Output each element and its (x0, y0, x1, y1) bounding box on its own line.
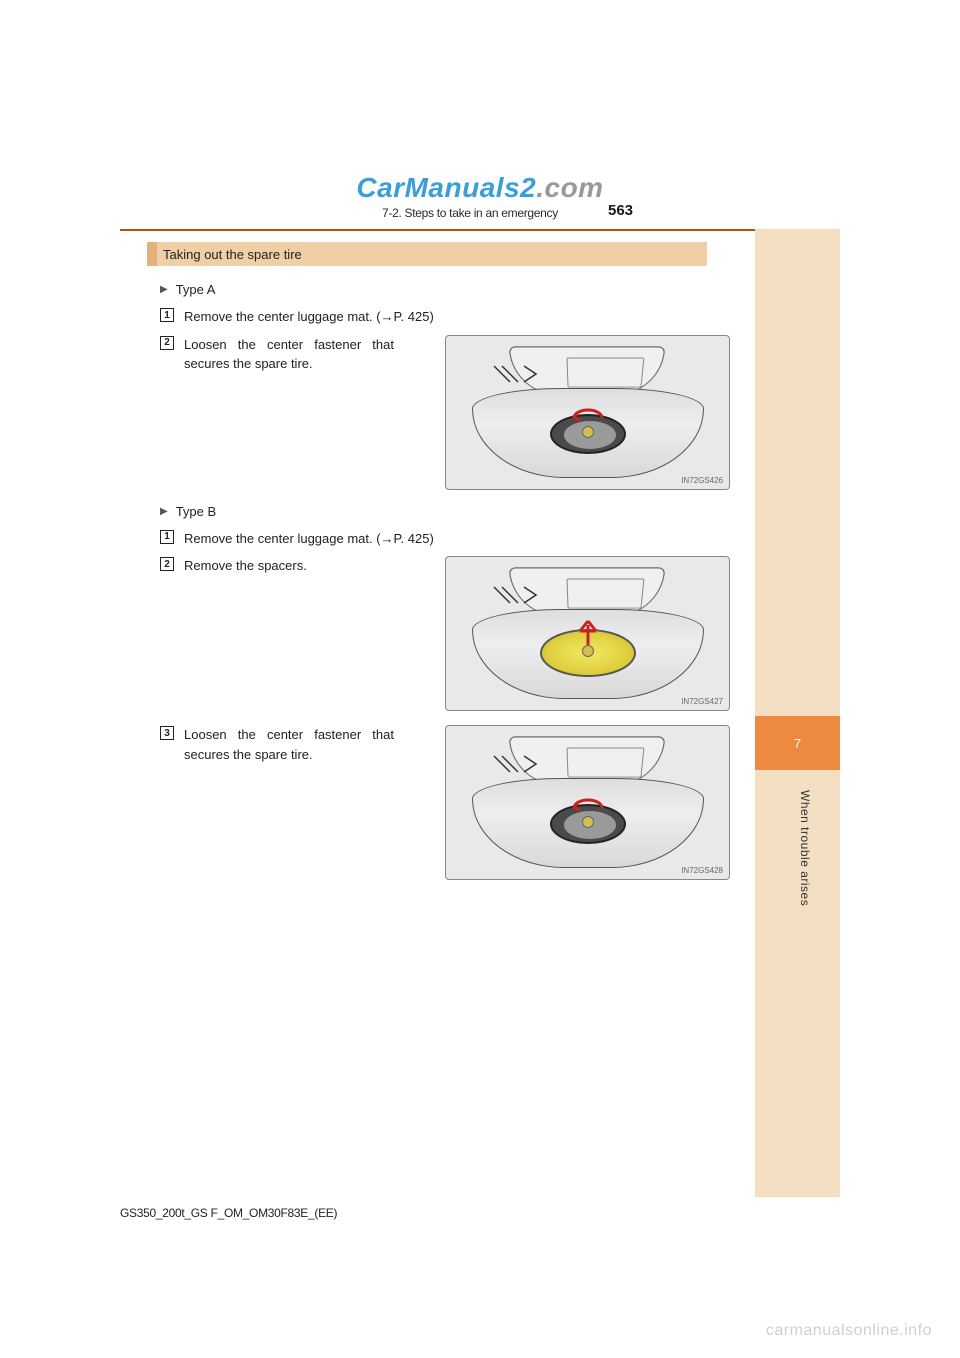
chapter-title-vertical: When trouble arises (798, 790, 812, 906)
step-number-box: 2 (160, 336, 174, 350)
trunk-diagram (472, 567, 704, 702)
step-number-box: 1 (160, 530, 174, 544)
trunk-diagram (472, 736, 704, 871)
loosen-arrow-icon (570, 406, 606, 424)
type-a-step-2: 2 Loosen the center fastener that secure… (160, 335, 427, 482)
breadcrumb: 7-2. Steps to take in an emergency (382, 206, 558, 220)
side-tab-background (755, 229, 840, 1197)
type-b-heading: ▶ Type B (160, 504, 730, 519)
image-code: IN72GS428 (681, 866, 723, 875)
manual-page: CarManuals2.com 7-2. Steps to take in an… (0, 0, 960, 1358)
page-number: 563 (608, 202, 633, 219)
header-rule (120, 229, 755, 231)
footer-document-code: GS350_200t_GS F_OM_OM30F83E_(EE) (120, 1206, 337, 1220)
illustration-type-b-fastener: IN72GS428 (445, 725, 730, 880)
watermark-top: CarManuals2.com (356, 172, 603, 204)
watermark-brand-gray: .com (536, 172, 603, 203)
step-number-box: 3 (160, 726, 174, 740)
watermark-brand-blue: CarManuals2 (356, 172, 536, 203)
type-a-step-2-row: 2 Loosen the center fastener that secure… (160, 335, 730, 490)
step-number-box: 1 (160, 308, 174, 322)
type-a-heading: ▶ Type A (160, 282, 730, 297)
section-heading: Taking out the spare tire (147, 242, 707, 266)
image-code: IN72GS426 (681, 476, 723, 485)
remove-arrow-icon (576, 619, 600, 647)
section-heading-text: Taking out the spare tire (163, 247, 302, 262)
type-b-step-2: 2 Remove the spacers. (160, 556, 427, 703)
step-number-box: 2 (160, 557, 174, 571)
step-text: Loosen the center fastener that secures … (184, 335, 394, 374)
trunk-diagram (472, 346, 704, 481)
content-area: ▶ Type A 1 Remove the center luggage mat… (160, 278, 730, 894)
watermark-bottom: carmanualsonline.info (766, 1322, 932, 1340)
type-b-label: Type B (176, 504, 216, 519)
image-code: IN72GS427 (681, 697, 723, 706)
step-text: Loosen the center fastener that secures … (184, 725, 394, 764)
type-b-step-2-row: 2 Remove the spacers. IN72GS427 (160, 556, 730, 711)
type-b-step-3-row: 3 Loosen the center fastener that secure… (160, 725, 730, 880)
type-a-step-1: 1 Remove the center luggage mat. (→P. 42… (160, 307, 730, 327)
illustration-type-a-fastener: IN72GS426 (445, 335, 730, 490)
fastener-icon (582, 816, 594, 828)
chapter-number: 7 (794, 736, 801, 751)
side-tab-chapter: 7 (755, 716, 840, 770)
type-a-label: Type A (176, 282, 216, 297)
type-b-step-3: 3 Loosen the center fastener that secure… (160, 725, 427, 872)
illustration-type-b-spacers: IN72GS427 (445, 556, 730, 711)
triangle-icon: ▶ (160, 506, 168, 517)
type-b-step-1: 1 Remove the center luggage mat. (→P. 42… (160, 529, 730, 549)
triangle-icon: ▶ (160, 284, 168, 295)
fastener-icon (582, 426, 594, 438)
loosen-arrow-icon (570, 796, 606, 814)
step-text: Remove the spacers. (184, 556, 394, 576)
step-text: Remove the center luggage mat. (→P. 425) (184, 307, 730, 327)
step-text: Remove the center luggage mat. (→P. 425) (184, 529, 730, 549)
